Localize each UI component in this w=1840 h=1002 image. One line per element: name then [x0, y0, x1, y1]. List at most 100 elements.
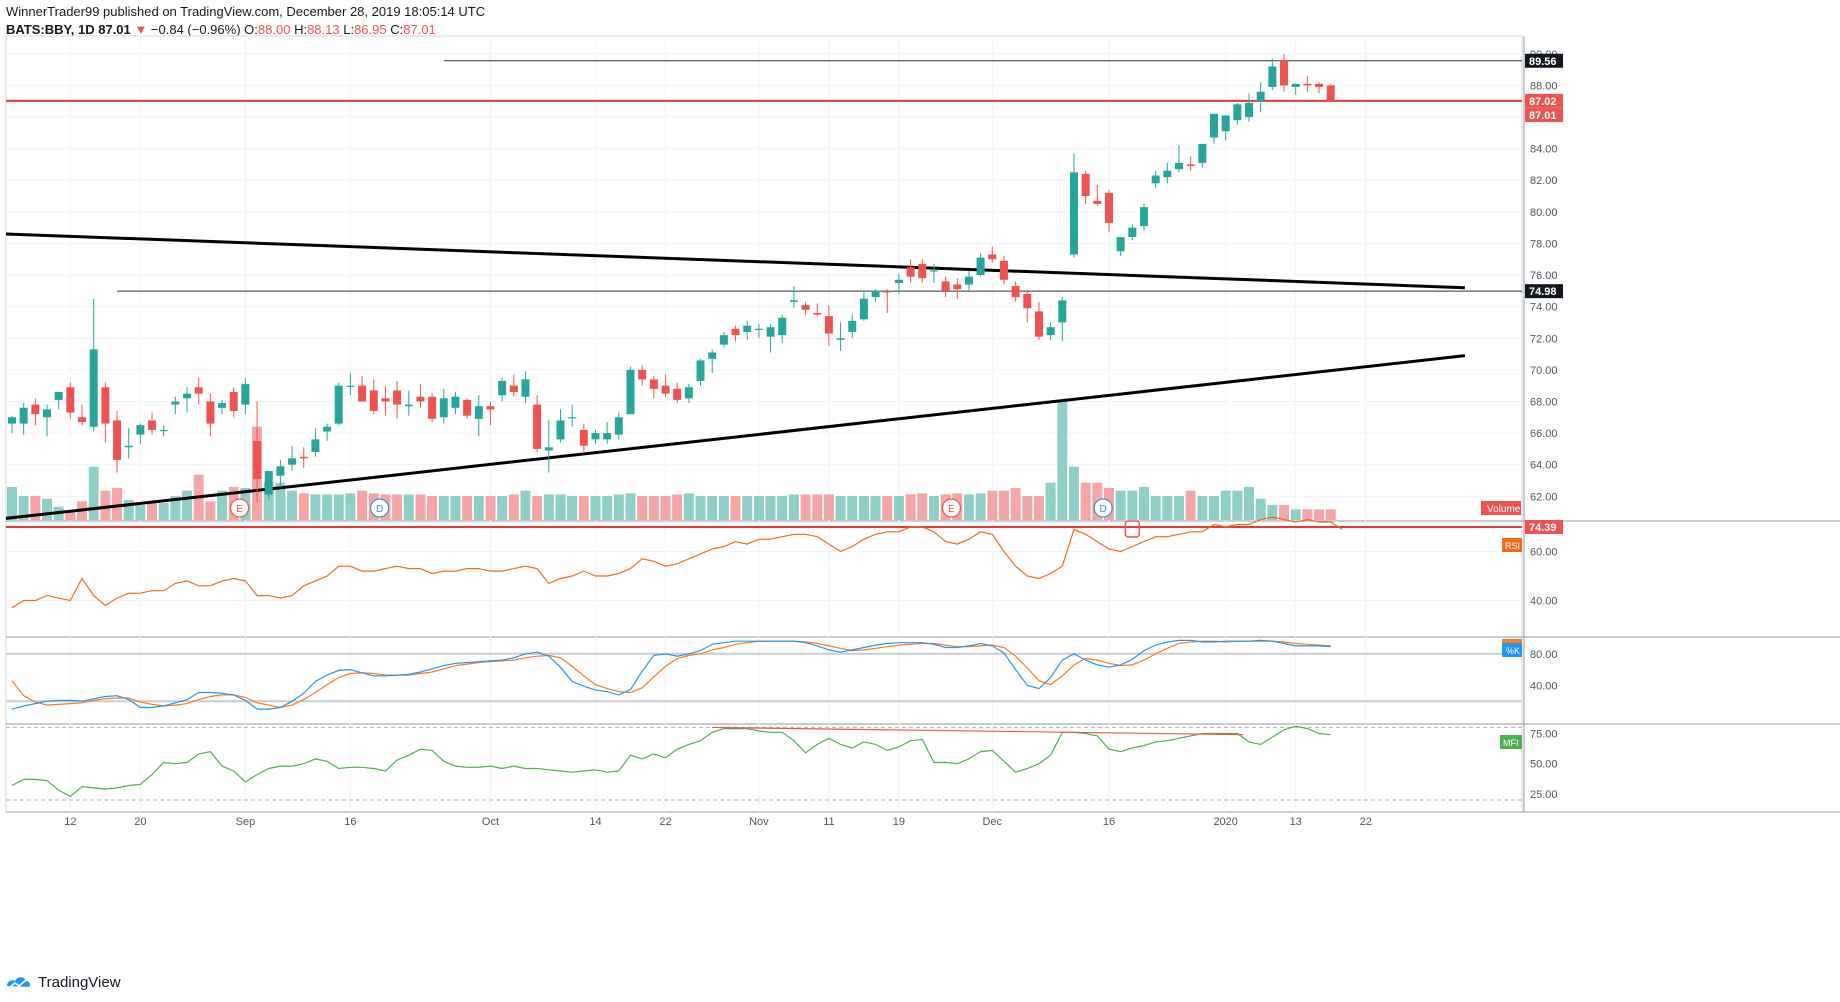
- volume-bar: [1174, 496, 1184, 520]
- candle-body: [1186, 164, 1195, 167]
- candle-body: [533, 404, 542, 449]
- mfi-tick-label: 75.00: [1530, 728, 1558, 740]
- x-tick-label: Nov: [749, 816, 769, 828]
- volume-bar: [683, 493, 694, 520]
- candle: [241, 377, 250, 415]
- candle: [591, 429, 600, 445]
- candle: [1034, 301, 1043, 340]
- volume-legend-box: [1481, 501, 1521, 515]
- candle: [101, 382, 110, 443]
- candle: [1058, 297, 1067, 342]
- volume-bar: [1290, 509, 1301, 520]
- mfi-tick-label: 50.00: [1530, 759, 1558, 771]
- volume-bar: [847, 496, 858, 520]
- volume-bar: [263, 482, 274, 520]
- candle-body: [404, 404, 413, 407]
- rsi-tick-label: 40.00: [1530, 596, 1558, 608]
- candle-body: [1233, 104, 1242, 121]
- candle: [1081, 170, 1090, 204]
- candle-body: [369, 390, 378, 411]
- candle: [404, 390, 413, 416]
- candle-body: [43, 409, 52, 418]
- candle: [719, 331, 728, 348]
- candle: [171, 396, 180, 415]
- volume-bar: [730, 496, 741, 520]
- ascending-trendline: [5, 354, 1466, 520]
- candle: [299, 447, 308, 468]
- volume-bar: [998, 490, 1009, 520]
- candle-body: [801, 305, 810, 310]
- candle: [568, 404, 577, 427]
- volume-bar: [1185, 490, 1196, 520]
- candle: [894, 273, 903, 295]
- volume-bar: [322, 494, 333, 520]
- candle: [1256, 82, 1265, 113]
- volume-legend: Volume: [1487, 504, 1521, 515]
- volume-bar: [30, 496, 41, 520]
- symbol-label[interactable]: BATS:BBY, 1D: [6, 22, 95, 37]
- candle: [486, 401, 495, 426]
- rsi-legend: RSI: [1505, 541, 1520, 551]
- candle-body: [1221, 115, 1230, 132]
- candle: [848, 314, 857, 339]
- x-tick-label: 11: [823, 816, 834, 828]
- volume-bar: [65, 510, 76, 520]
- candle: [556, 409, 565, 443]
- candle: [264, 471, 273, 500]
- candle-body: [1058, 300, 1067, 323]
- price-label: 87.02: [1529, 96, 1557, 108]
- volume-bar: [392, 494, 403, 520]
- stoch-d-line: [11, 640, 1331, 709]
- dividend-marker: [370, 498, 390, 518]
- candle-body: [603, 433, 612, 440]
- candle: [754, 324, 763, 339]
- candle: [836, 322, 845, 351]
- tradingview-brand-label: TradingView: [38, 974, 121, 991]
- volume-bar: [1033, 496, 1044, 520]
- volume-bar: [578, 496, 589, 520]
- volume-bar: [1314, 509, 1325, 520]
- volume-bar: [718, 496, 729, 520]
- candle: [789, 286, 798, 309]
- dividend-marker: [1093, 498, 1113, 518]
- volume-bar: [882, 496, 893, 520]
- candle-body: [264, 471, 273, 495]
- volume-bar: [333, 494, 344, 520]
- candle-body: [591, 433, 600, 440]
- volume-bar: [987, 490, 998, 520]
- candle: [463, 398, 472, 419]
- candle-body: [136, 425, 145, 435]
- candle-body: [766, 327, 775, 337]
- volume-bar: [427, 496, 438, 520]
- candle: [941, 276, 950, 298]
- volume-bar: [637, 496, 648, 520]
- candle-body: [463, 399, 472, 416]
- publisher-line: WinnerTrader99 published on TradingView.…: [6, 4, 485, 19]
- volume-bar: [602, 496, 613, 520]
- volume-bar: [1209, 496, 1220, 520]
- candle: [194, 377, 203, 405]
- x-tick-label: 16: [344, 816, 356, 828]
- candle-body: [276, 466, 285, 476]
- candle: [323, 423, 332, 441]
- candle-body: [988, 254, 997, 260]
- mfi-tick-label: 25.00: [1530, 789, 1558, 801]
- candle: [206, 393, 215, 437]
- candle: [276, 459, 285, 487]
- candle: [871, 289, 880, 302]
- candle-body: [614, 417, 623, 435]
- candle-body: [1198, 143, 1207, 163]
- candle-body: [358, 385, 367, 402]
- author-line: WinnerTrader99 published on TradingView.…: [6, 4, 486, 19]
- candle-body: [568, 417, 577, 419]
- candle-body: [1011, 286, 1020, 298]
- candle-body: [719, 335, 728, 345]
- stoch-d-legend-box: [1502, 639, 1522, 643]
- candle: [731, 325, 740, 342]
- volume-bar: [788, 494, 799, 520]
- volume-bar: [170, 496, 181, 520]
- volume-bar: [1220, 490, 1231, 520]
- candle: [334, 382, 343, 426]
- tradingview-brand[interactable]: TradingView: [6, 974, 121, 991]
- chart-canvas[interactable]: 12 20 Sep 16 Oct 14 22 Nov 11 19 Dec 16 2020 13 22 62.0…: [0, 0, 1840, 965]
